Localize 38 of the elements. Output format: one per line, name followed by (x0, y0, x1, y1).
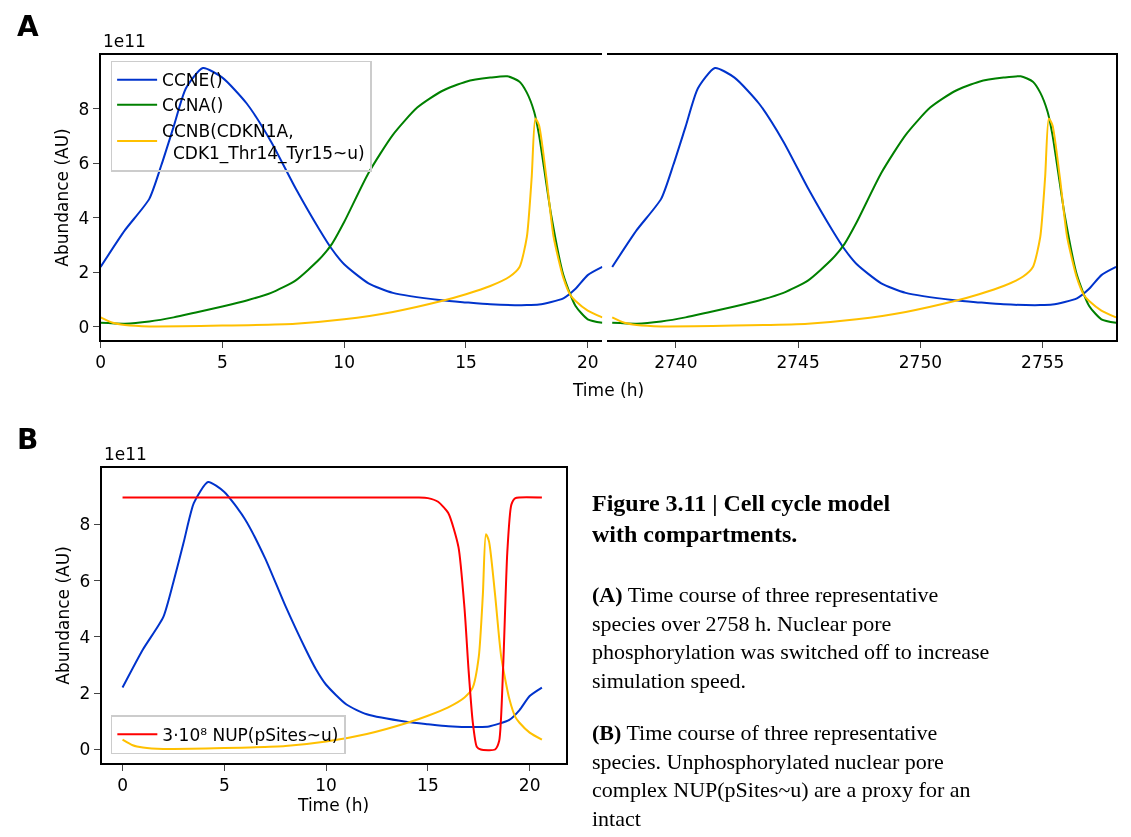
y-tick-label: 0 (78, 316, 90, 337)
y-tick-label: 2 (79, 683, 91, 704)
x-tick-label: 2755 (1021, 352, 1065, 373)
line-series (100, 117, 603, 328)
text: (B) Time course of three representative species. Unphosphorylated nuclear pore complex NUP(pSites~u) are a proxy for an intact (592, 720, 971, 831)
line-series (121, 533, 543, 750)
x-tick-label: 20 (576, 352, 599, 373)
x-tick-label: 10 (315, 775, 337, 796)
x-tick-label: 5 (216, 352, 228, 373)
x-tick-label: 2750 (898, 352, 943, 373)
legend-label: 3·10⁸ NUP(pSites~u) (162, 724, 339, 745)
x-tick-label: 2745 (776, 352, 820, 373)
x-tick-label: 0 (117, 775, 128, 796)
y-tick-label: 8 (78, 98, 90, 119)
x-tick-label: 10 (333, 352, 355, 373)
y-axis-title: Abundance (AU) (51, 128, 72, 267)
text: Figure 3.11 | Cell cycle model with compartments. (592, 490, 891, 548)
x-tick-label: 15 (417, 775, 439, 796)
text: (A) Time course of three representative species over 2758 h. Nuclear pore phosphorylation was switched off to increase simulation speed. (592, 582, 990, 693)
x-tick-label: 2740 (654, 352, 698, 373)
chart-title: B (17, 423, 39, 456)
x-tick-label: 0 (95, 352, 106, 373)
x-tick-label: 5 (218, 775, 230, 796)
x-axis-title: Time (h) (297, 795, 370, 816)
y-tick-label: 8 (79, 514, 91, 535)
y-tick-label: 2 (78, 262, 90, 283)
text: 1e11 (104, 444, 147, 464)
y-tick-label: 4 (78, 207, 90, 228)
y-tick-label: 0 (79, 739, 91, 760)
x-tick-label: 20 (518, 775, 541, 796)
y-tick-label: 6 (78, 153, 90, 174)
x-axis-title: Time (h) (572, 380, 645, 400)
text: 1e11 (103, 31, 146, 51)
chart-title: A (17, 10, 39, 43)
y-tick-label: 6 (79, 570, 91, 591)
x-tick-label: 15 (455, 352, 477, 373)
y-axis-title: Abundance (AU) (52, 546, 73, 685)
y-tick-label: 4 (79, 626, 91, 647)
